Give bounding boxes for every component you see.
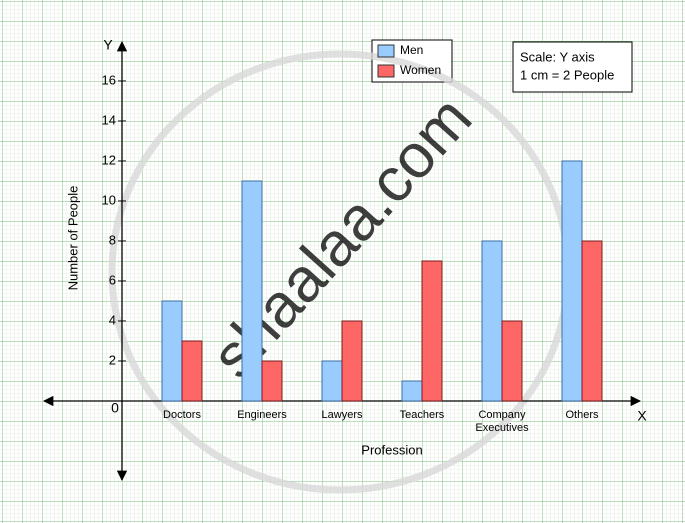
- x-axis-letter: X: [637, 408, 647, 424]
- bar: [501, 320, 523, 402]
- y-axis-title: Number of People: [65, 186, 80, 291]
- bar: [581, 240, 603, 402]
- y-tick-label: 4: [109, 312, 116, 327]
- bar: [261, 360, 283, 402]
- legend-swatch: [377, 44, 395, 58]
- bar: [561, 160, 583, 402]
- x-tick-label: Others: [565, 409, 599, 421]
- legend-swatch: [377, 64, 395, 78]
- y-tick-label: 14: [102, 112, 116, 127]
- scale-box: [512, 41, 633, 93]
- x-tick-label: Engineers: [237, 409, 287, 421]
- y-tick-label: 10: [102, 192, 116, 207]
- scale-note: Scale: Y axis: [520, 49, 595, 64]
- y-tick-label: 16: [102, 72, 116, 87]
- bar: [481, 240, 503, 402]
- x-tick-label: Company Executives: [475, 409, 529, 434]
- x-tick-label: Teachers: [399, 409, 445, 421]
- y-tick-label: 12: [102, 152, 116, 167]
- bar: [421, 260, 443, 402]
- bar: [161, 300, 183, 402]
- x-tick-label: Doctors: [163, 409, 201, 421]
- scale-note: 1 cm = 2 People: [520, 67, 614, 82]
- bar: [181, 340, 203, 402]
- y-tick-label: 6: [109, 272, 116, 287]
- y-tick-label: 2: [109, 352, 116, 367]
- bar: [241, 180, 263, 402]
- y-axis-letter: Y: [103, 37, 113, 53]
- bar: [341, 320, 363, 402]
- y-tick-label: 8: [109, 232, 116, 247]
- bar: [321, 360, 343, 402]
- bar: [401, 380, 423, 402]
- x-tick-label: Lawyers: [321, 409, 363, 421]
- origin-label: 0: [111, 400, 119, 416]
- x-axis-title: Profession: [361, 442, 422, 457]
- legend-label: Men: [400, 43, 423, 57]
- legend-label: Women: [400, 63, 441, 77]
